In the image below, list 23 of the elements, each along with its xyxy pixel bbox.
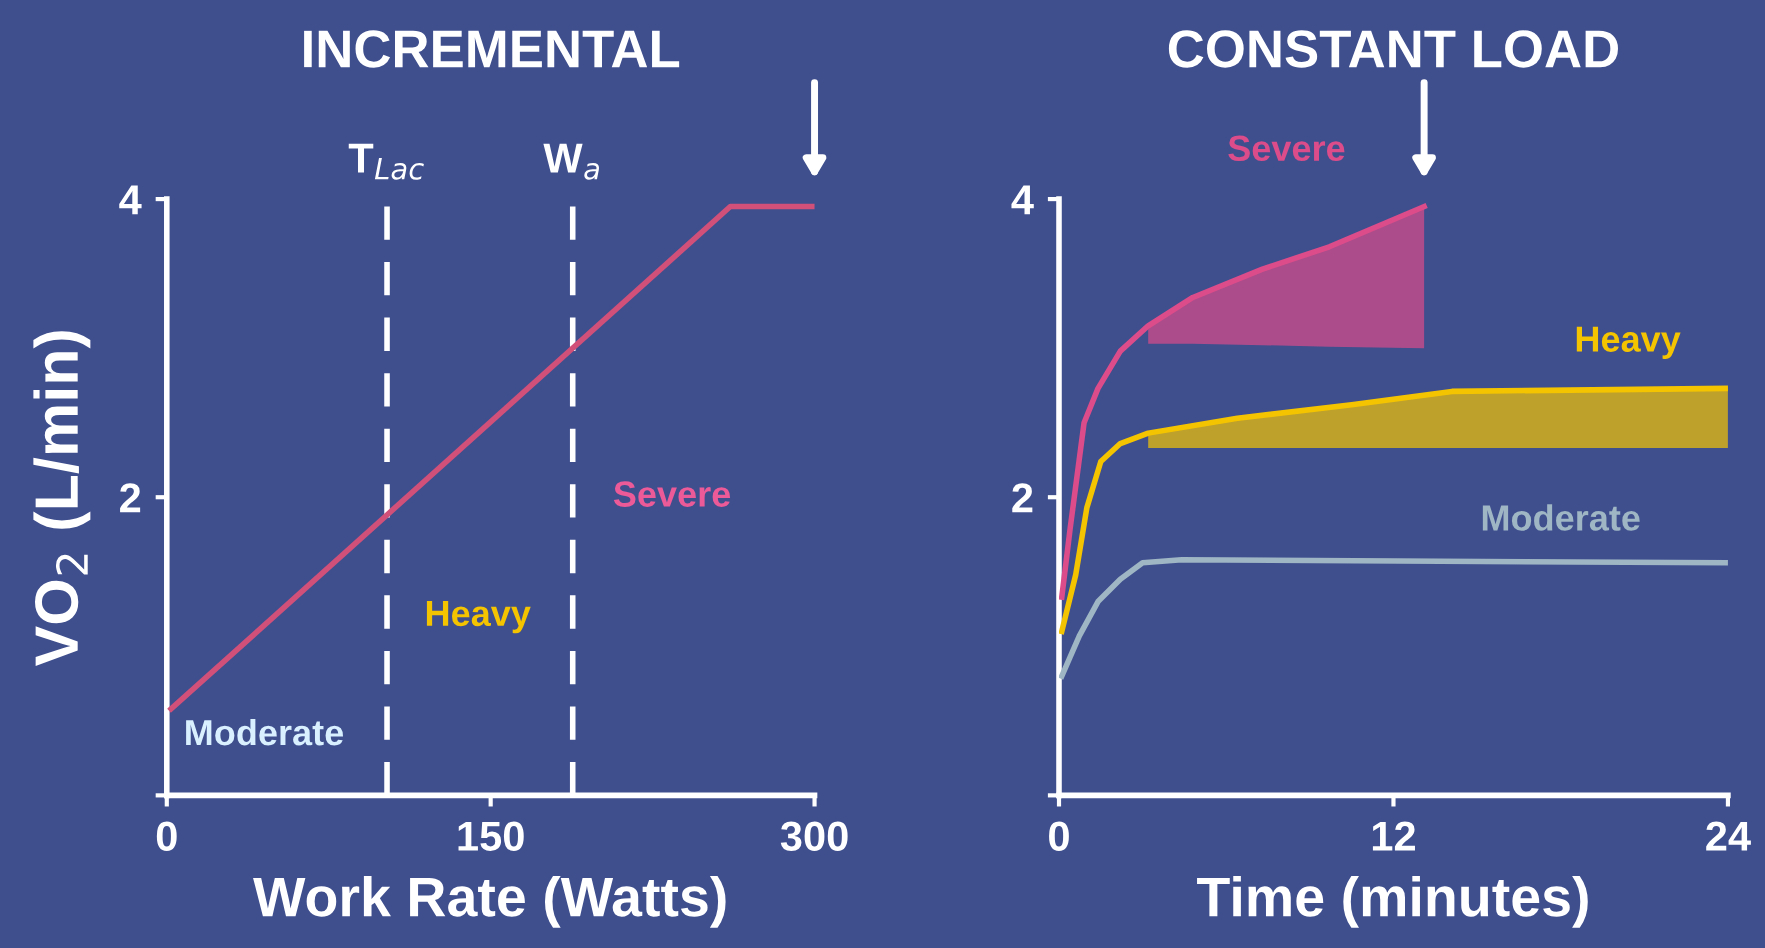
x-axis-title: Time (minutes) (1197, 875, 1588, 928)
y-tick-label: 2 (1012, 483, 1033, 513)
text: Severe (1228, 135, 1345, 162)
x-axis-title: Work Rate (Watts) (253, 875, 726, 928)
x-tick-label: 12 (1372, 821, 1415, 851)
y-tick-label: 4 (119, 185, 142, 215)
y-tick-label: 2 (120, 483, 141, 513)
chart-title: CONSTANT LOAD (1168, 30, 1618, 68)
ref-line-label: W$_{a}$ (543, 143, 600, 180)
chart-title: INCREMENTAL (304, 30, 680, 68)
y-tick-label: 4 (1011, 185, 1034, 215)
x-tick-label: 150 (458, 821, 524, 851)
x-tick-label: 0 (156, 821, 177, 851)
annotation: Heavy (426, 600, 531, 634)
y-axis-title: VO$_{2}$ (L/min) (33, 331, 91, 667)
x-tick-label: 300 (780, 821, 848, 852)
x-tick-label: 24 (1706, 821, 1751, 851)
series-label: Heavy (1576, 326, 1681, 360)
ref-line-label: T$_{Lac}$ (348, 143, 424, 180)
annotation: Moderate (186, 718, 343, 746)
x-tick-label: 0 (1049, 821, 1069, 851)
series-label: Moderate (1482, 504, 1640, 531)
annotation: Severe (613, 481, 731, 507)
